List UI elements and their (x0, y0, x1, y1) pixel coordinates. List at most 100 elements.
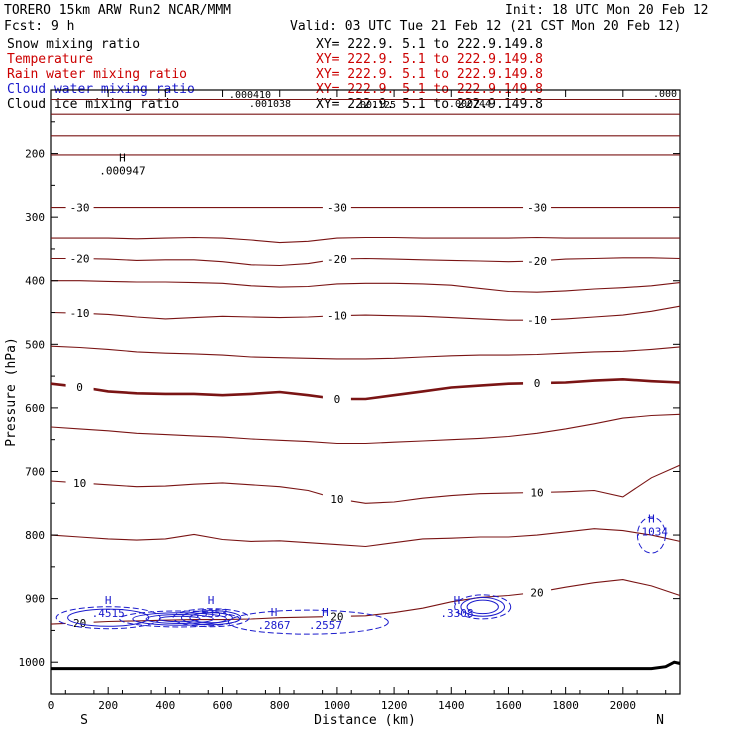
max-value-4: .3308 (440, 607, 473, 620)
cloud-contour-2-0 (172, 608, 250, 628)
isotherm-label-0-2: 0 (534, 377, 541, 390)
x-tick-label-2: 400 (155, 699, 175, 712)
surface-pressure-line (51, 660, 681, 671)
legend-entry-4: Cloud ice mixing ratio (7, 97, 179, 112)
isotherm-15 (50, 528, 681, 548)
y-tick-label-0: 200 (25, 148, 45, 161)
temperature-isotherms: -30 -30 -30 -20 -20 -20 -10 -10 -10 0 0 0 10 10 10 20 20… (50, 98, 681, 630)
model-title: TORERO 15km ARW Run2 NCAR/MMM (4, 3, 231, 18)
cloud-contour-4-0 (454, 594, 512, 620)
x-tick-label-0: 0 (48, 699, 55, 712)
isotherm-label--10-2: -10 (527, 314, 547, 327)
x-tick-label-3: 600 (213, 699, 233, 712)
isotherm-label-bg (523, 585, 552, 598)
y-tick-label-5: 700 (25, 465, 45, 478)
max-symbol-6: H (119, 152, 126, 165)
isotherm-label-bg (523, 313, 552, 326)
plot-frame (50, 89, 681, 695)
top-values: .000410.001038 .001125 .000744 .000 (229, 89, 677, 111)
top-value-0: .000410 (229, 90, 271, 101)
isotherm-label--30-1: -30 (327, 202, 347, 215)
legend-xy-0: XY= 222.9. 5.1 to 222.9.149.8 (316, 37, 543, 52)
init-time: Init: 18 UTC Mon 20 Feb 12 (505, 3, 709, 18)
max-value-3: .2557 (309, 619, 342, 632)
legend-entry-2: Rain water mixing ratio (7, 67, 187, 82)
north-label: N (656, 713, 664, 728)
x-tick-label-4: 800 (270, 699, 290, 712)
cloud-water-contours (55, 516, 666, 635)
isotherm-5 (50, 413, 681, 445)
x-axis-label: Distance (km) (314, 713, 416, 728)
isotherm-label-bg (322, 308, 351, 321)
cloud-contour-0-1 (67, 608, 150, 627)
y-tick-label-4: 600 (25, 402, 45, 415)
cloud-contour-1-1 (132, 612, 227, 626)
legend-xy-1: XY= 222.9. 5.1 to 222.9.149.8 (316, 52, 543, 67)
max-symbol-5: H (648, 513, 655, 526)
isotherm-label--30-0: -30 (70, 202, 90, 215)
cloud-contour-4-2 (466, 599, 499, 615)
isotherm-20 (50, 579, 681, 625)
isotherm-label--10-0: -10 (70, 307, 90, 320)
header: TORERO 15km ARW Run2 NCAR/MMM Init: 18 U… (4, 3, 709, 34)
valid-time: Valid: 03 UTC Tue 21 Feb 12 (21 CST Mon … (290, 19, 681, 34)
y-tick-label-6: 800 (25, 529, 45, 542)
cloud-contour-1-2 (145, 613, 214, 624)
isotherm-label-20-2: 20 (530, 586, 543, 599)
forecast-hour: Fcst: 9 h (4, 19, 74, 34)
surface-line (51, 660, 681, 671)
max-value-5: .1034 (635, 526, 668, 539)
x-tick-label-7: 1400 (438, 699, 465, 712)
max-symbol-0: H (105, 594, 112, 607)
x-tick-label-9: 1800 (552, 699, 579, 712)
max-symbol-4: H (454, 594, 461, 607)
isotherm-10 (50, 464, 681, 504)
isotherm-label-0-0: 0 (76, 381, 83, 394)
x-tick-label-1: 200 (98, 699, 118, 712)
max-symbol-1: H (208, 594, 215, 607)
isotherm--25 (51, 236, 680, 244)
top-value-3: .000744 (449, 99, 491, 110)
isotherm-label-bg (322, 391, 351, 404)
isotherm-label--10-1: -10 (327, 310, 347, 323)
isotherm-0 (50, 377, 681, 401)
cloud-contour-1-0 (119, 610, 241, 628)
x-tick-label-5: 1000 (324, 699, 351, 712)
max-value-2: .2867 (257, 619, 290, 632)
isotherm-label-bg (322, 200, 351, 213)
y-tick-label-8: 1000 (19, 656, 46, 669)
isotherm-label-bg (523, 376, 552, 389)
max-symbol-2: H (271, 606, 278, 619)
isotherm-label-20-1: 20 (330, 610, 343, 623)
max-symbol-3: H (322, 606, 329, 619)
isotherm-label-bg (65, 200, 94, 213)
cloud-contour-2-1 (180, 610, 242, 626)
isotherm-label-10-1: 10 (330, 493, 343, 506)
isotherm-label-10-0: 10 (73, 477, 86, 490)
y-axis-label: Pressure (hPa) (4, 337, 19, 447)
legend-entry-1: Temperature (7, 52, 93, 67)
legend-entry-0: Snow mixing ratio (7, 37, 140, 52)
isotherm--15 (51, 280, 681, 293)
cloud-contour-3-0 (227, 609, 389, 635)
isotherm-label--20-1: -20 (327, 253, 347, 266)
top-value-4: .000 (653, 89, 677, 100)
south-label: S (80, 713, 88, 728)
isotherm--10 (50, 305, 681, 321)
isotherm-label-bg (322, 252, 351, 265)
isotherm-label-10-2: 10 (530, 486, 543, 499)
cloud-contour-2-2 (189, 612, 233, 624)
isotherm-label-bg (523, 485, 552, 498)
max-value-6: .000947 (99, 165, 145, 178)
top-value-2: .001125 (354, 100, 396, 111)
isotherm-label--20-2: -20 (527, 255, 547, 268)
top-value-1: .001038 (249, 99, 291, 110)
isotherm-label--30-2: -30 (527, 202, 547, 215)
isotherm--5 (50, 345, 681, 360)
x-tick-label-6: 1200 (381, 699, 408, 712)
isotherm-label-bg (65, 475, 94, 488)
isotherm-label-bg (523, 200, 552, 213)
cloud-contour-1-3 (158, 615, 201, 623)
